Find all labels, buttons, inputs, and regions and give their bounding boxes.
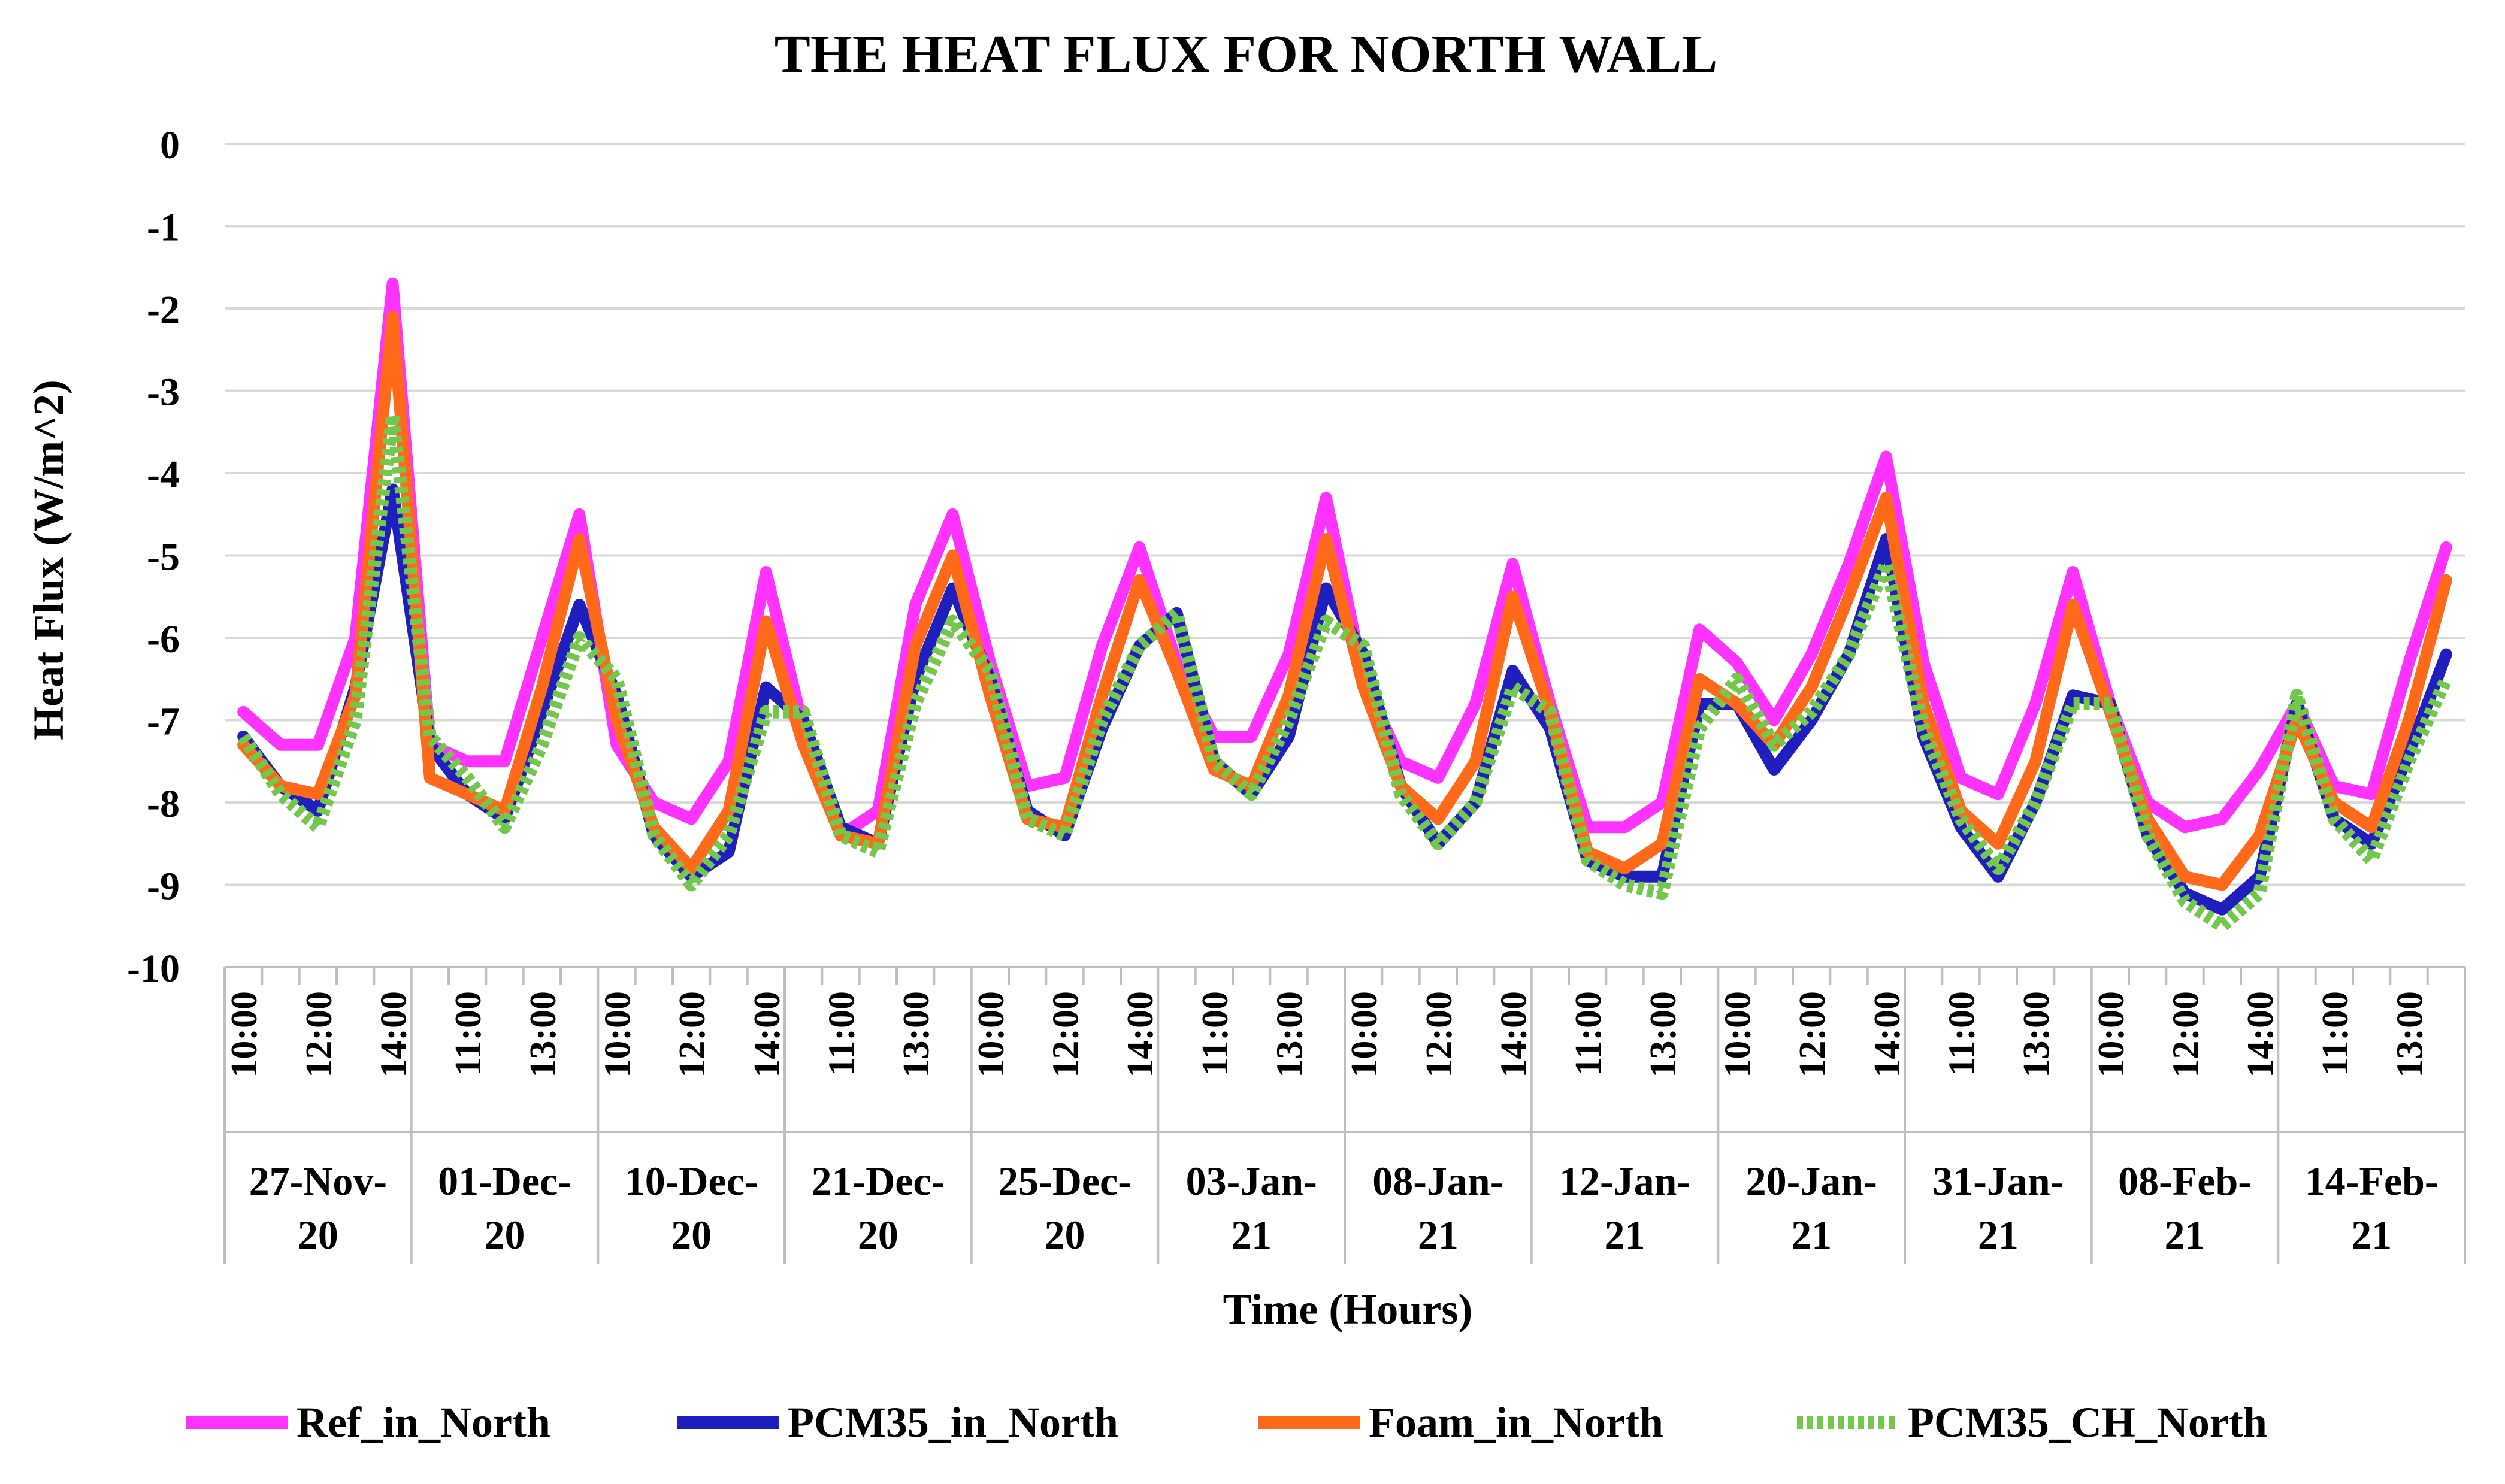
day-label-line1: 08-Feb- <box>2118 1158 2252 1204</box>
hour-tick-label: 13:00 <box>2390 991 2431 1078</box>
hour-tick-label: 14:00 <box>2240 991 2281 1078</box>
legend-label: PCM35_CH_North <box>1908 1398 2267 1446</box>
day-label-line2: 20 <box>1045 1212 1085 1258</box>
legend-label: Ref_in_North <box>297 1398 550 1446</box>
y-tick-label: -1 <box>147 206 180 250</box>
hour-tick-label: 12:00 <box>672 991 713 1078</box>
y-tick-label: -3 <box>147 371 180 414</box>
x-axis-label: Time (Hours) <box>1223 1285 1473 1333</box>
hour-tick-label: 14:00 <box>747 991 788 1078</box>
day-label-line2: 21 <box>1605 1212 1645 1258</box>
day-label-line1: 27-Nov- <box>249 1158 387 1204</box>
hour-tick-label: 11:00 <box>1942 991 1983 1076</box>
axes: 0 -1 -2 -3 -4 -5 -6 -7 -8 -9 -10 10:00 12:00 14:00 11:… <box>127 123 2466 1264</box>
hour-tick-label: 13:00 <box>523 991 564 1078</box>
day-label-line1: 31-Jan- <box>1932 1158 2064 1204</box>
day-label-line2: 20 <box>485 1212 525 1258</box>
hour-tick-label: 12:00 <box>1046 991 1087 1078</box>
hour-tick-label: 10:00 <box>2091 991 2132 1078</box>
day-label-line1: 14-Feb- <box>2305 1158 2439 1204</box>
series-line-Foam_in_North <box>237 310 2452 891</box>
day-label-line2: 20 <box>858 1212 898 1258</box>
hour-tick-label: 13:00 <box>2016 991 2057 1078</box>
hour-tick-label: 10:00 <box>598 991 639 1078</box>
hour-tick-label: 11:00 <box>2315 991 2356 1076</box>
hour-tick-label: 11:00 <box>1195 991 1236 1076</box>
hour-tick-label: 12:00 <box>2166 991 2207 1078</box>
day-label-line1: 03-Jan- <box>1186 1158 1317 1204</box>
day-label-line2: 21 <box>1791 1212 1832 1258</box>
hour-tick-label: 10:00 <box>971 991 1012 1078</box>
day-label-line2: 20 <box>671 1212 712 1258</box>
legend-label: PCM35_in_North <box>788 1398 1118 1446</box>
day-label-line1: 10-Dec- <box>625 1158 758 1204</box>
y-tick-label: -9 <box>147 865 180 908</box>
day-label-line2: 21 <box>2165 1212 2206 1258</box>
day-label-line2: 21 <box>1978 1212 2019 1258</box>
hour-tick-label: 13:00 <box>1643 991 1684 1078</box>
y-tick-label: -7 <box>147 700 180 744</box>
series-line-PCM35_CH_North <box>237 408 2452 933</box>
day-label-line1: 01-Dec- <box>438 1158 571 1204</box>
hour-tick-label: 13:00 <box>896 991 937 1078</box>
hour-tick-label: 14:00 <box>1120 991 1161 1078</box>
legend-label: Foam_in_North <box>1369 1398 1663 1446</box>
day-label-line1: 08-Jan- <box>1372 1158 1503 1204</box>
hour-tick-label: 10:00 <box>1344 991 1385 1078</box>
y-tick-label: -2 <box>147 288 180 332</box>
hour-tick-label: 12:00 <box>1792 991 1833 1078</box>
day-label-line1: 21-Dec- <box>811 1158 945 1204</box>
hour-tick-label: 11:00 <box>1568 991 1609 1076</box>
y-tick-label: -4 <box>147 453 180 496</box>
day-label-line2: 21 <box>1231 1212 1272 1258</box>
y-tick-label: -6 <box>147 617 180 661</box>
day-label-line1: 12-Jan- <box>1559 1158 1690 1204</box>
hour-tick-label: 13:00 <box>1270 991 1311 1078</box>
series-lines <box>237 277 2452 933</box>
day-label-line1: 25-Dec- <box>998 1158 1132 1204</box>
hour-tick-label: 14:00 <box>1867 991 1908 1078</box>
day-label-line2: 21 <box>2351 1212 2392 1258</box>
hour-tick-label: 12:00 <box>299 991 340 1078</box>
y-tick-label: -10 <box>127 947 180 991</box>
hour-tick-label: 10:00 <box>224 991 265 1078</box>
day-label-line2: 20 <box>298 1212 338 1258</box>
y-tick-label: -8 <box>147 782 180 826</box>
y-axis-label: Heat Flux (W/m^2) <box>25 380 72 740</box>
chart-legend: Ref_in_North PCM35_in_North Foam_in_North P… <box>186 1398 2267 1446</box>
hour-tick-label: 14:00 <box>1494 991 1535 1078</box>
chart-title: THE HEAT FLUX FOR NORTH WALL <box>775 25 1718 84</box>
day-label-line2: 21 <box>1418 1212 1459 1258</box>
hour-tick-label: 12:00 <box>1419 991 1460 1078</box>
y-tick-label: 0 <box>160 123 180 167</box>
hour-tick-label: 10:00 <box>1718 991 1759 1078</box>
hour-tick-label: 11:00 <box>448 991 489 1076</box>
day-label-line1: 20-Jan- <box>1746 1158 1877 1204</box>
y-tick-label: -5 <box>147 535 180 579</box>
hour-tick-label: 11:00 <box>822 991 863 1076</box>
hour-tick-label: 14:00 <box>374 991 415 1078</box>
